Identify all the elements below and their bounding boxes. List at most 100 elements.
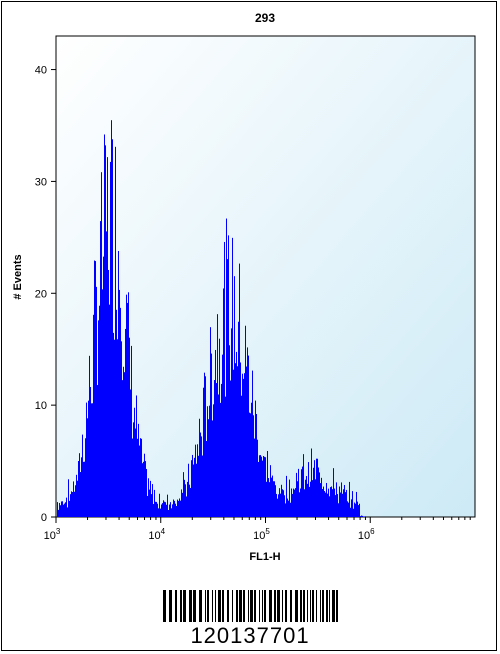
histogram-bin bbox=[213, 404, 214, 517]
histogram-bin bbox=[129, 337, 130, 517]
histogram-bin bbox=[197, 444, 198, 517]
histogram-bin bbox=[228, 235, 229, 517]
histogram-bin bbox=[280, 493, 281, 517]
histogram-bin bbox=[317, 458, 318, 517]
histogram-bin bbox=[352, 491, 353, 517]
histogram-bin bbox=[187, 481, 188, 517]
histogram-bin bbox=[224, 241, 225, 517]
histogram-bin bbox=[92, 403, 93, 517]
histogram-bin bbox=[148, 478, 149, 517]
y-axis: 0 10 20 30 40 bbox=[35, 65, 56, 524]
histogram-bin bbox=[322, 489, 323, 517]
histogram-bin bbox=[290, 502, 291, 517]
barcode-bar bbox=[227, 590, 229, 622]
histogram-bin bbox=[339, 486, 340, 517]
histogram-bin bbox=[216, 383, 217, 517]
histogram-bin bbox=[162, 503, 163, 517]
histogram-bin bbox=[240, 362, 241, 517]
histogram-bin bbox=[125, 328, 126, 517]
histogram-bin bbox=[278, 494, 279, 517]
histogram-bin bbox=[220, 402, 221, 517]
histogram-bin bbox=[344, 485, 345, 517]
histogram-bin bbox=[77, 480, 78, 517]
histogram-bin bbox=[274, 481, 275, 517]
histogram-bin bbox=[255, 400, 256, 517]
histogram-bin bbox=[227, 259, 228, 517]
histogram-bin bbox=[70, 494, 71, 517]
histogram-bin bbox=[64, 503, 65, 517]
y-tick-label: 40 bbox=[35, 65, 47, 77]
barcode-bar bbox=[175, 590, 177, 622]
histogram-bin bbox=[354, 502, 355, 517]
x-axis: 103 104 105 106 bbox=[44, 517, 471, 542]
histogram-bin bbox=[328, 488, 329, 517]
histogram-bin bbox=[332, 489, 333, 517]
histogram-bin bbox=[161, 504, 162, 517]
histogram-bin bbox=[196, 463, 197, 517]
histogram-bin bbox=[231, 328, 232, 517]
histogram-bin bbox=[355, 503, 356, 517]
histogram-bin bbox=[89, 355, 90, 517]
histogram-bin bbox=[147, 495, 148, 517]
histogram-bin bbox=[320, 483, 321, 517]
histogram-bin bbox=[357, 501, 358, 517]
histogram-bin bbox=[219, 338, 220, 517]
histogram-bin bbox=[192, 454, 193, 517]
barcode-bar bbox=[248, 590, 249, 622]
histogram-bin bbox=[83, 461, 84, 517]
histogram-bin bbox=[258, 461, 259, 517]
histogram-bin bbox=[358, 505, 359, 517]
histogram-bin bbox=[277, 498, 278, 517]
barcode-bar bbox=[310, 590, 311, 622]
histogram-bin bbox=[272, 475, 273, 517]
barcode-bar bbox=[193, 590, 196, 622]
histogram-bin bbox=[229, 345, 230, 517]
histogram-bin bbox=[122, 380, 123, 517]
histogram-bin bbox=[74, 491, 75, 517]
histogram-bin bbox=[176, 506, 177, 517]
histogram-bin bbox=[184, 479, 185, 517]
histogram-bin bbox=[88, 400, 89, 517]
histogram-bin bbox=[235, 363, 236, 517]
histogram-bin bbox=[241, 395, 242, 517]
histogram-bin bbox=[286, 475, 287, 517]
histogram-bin bbox=[360, 516, 361, 517]
histogram-bin bbox=[68, 479, 69, 517]
histogram-bin bbox=[223, 288, 224, 517]
histogram-bin bbox=[113, 332, 114, 517]
histogram-bin bbox=[172, 504, 173, 517]
histogram-bin bbox=[183, 472, 184, 517]
barcode-bar bbox=[320, 590, 321, 622]
histogram-bin bbox=[112, 139, 113, 517]
histogram-bin bbox=[110, 161, 111, 517]
barcode-bar bbox=[212, 590, 213, 622]
y-tick-label: 0 bbox=[41, 512, 47, 524]
histogram-bin bbox=[292, 493, 293, 517]
histogram-bin bbox=[246, 366, 247, 517]
histogram-bin bbox=[239, 263, 240, 517]
histogram-bin bbox=[106, 231, 107, 517]
barcode-bar bbox=[189, 590, 192, 622]
barcode-bar bbox=[205, 590, 206, 622]
histogram-bin bbox=[279, 488, 280, 517]
histogram-bin bbox=[86, 402, 87, 517]
histogram-bin bbox=[84, 461, 85, 517]
histogram-bin bbox=[124, 372, 125, 517]
barcode-bar bbox=[180, 590, 182, 622]
barcode-bar bbox=[300, 590, 302, 622]
histogram-bin bbox=[206, 440, 207, 517]
barcode-bar bbox=[282, 590, 283, 622]
histogram-bin bbox=[199, 418, 200, 517]
histogram-bin bbox=[107, 157, 108, 517]
histogram-bin bbox=[250, 413, 251, 517]
barcode-bar bbox=[269, 590, 272, 622]
histogram-bin bbox=[193, 464, 194, 517]
histogram-bin bbox=[82, 434, 83, 517]
histogram-bin bbox=[97, 385, 98, 517]
histogram-bin bbox=[180, 500, 181, 517]
y-tick-label: 10 bbox=[35, 400, 47, 412]
histogram-bin bbox=[140, 438, 141, 517]
histogram-bin bbox=[153, 504, 154, 517]
histogram-bin bbox=[156, 501, 157, 517]
